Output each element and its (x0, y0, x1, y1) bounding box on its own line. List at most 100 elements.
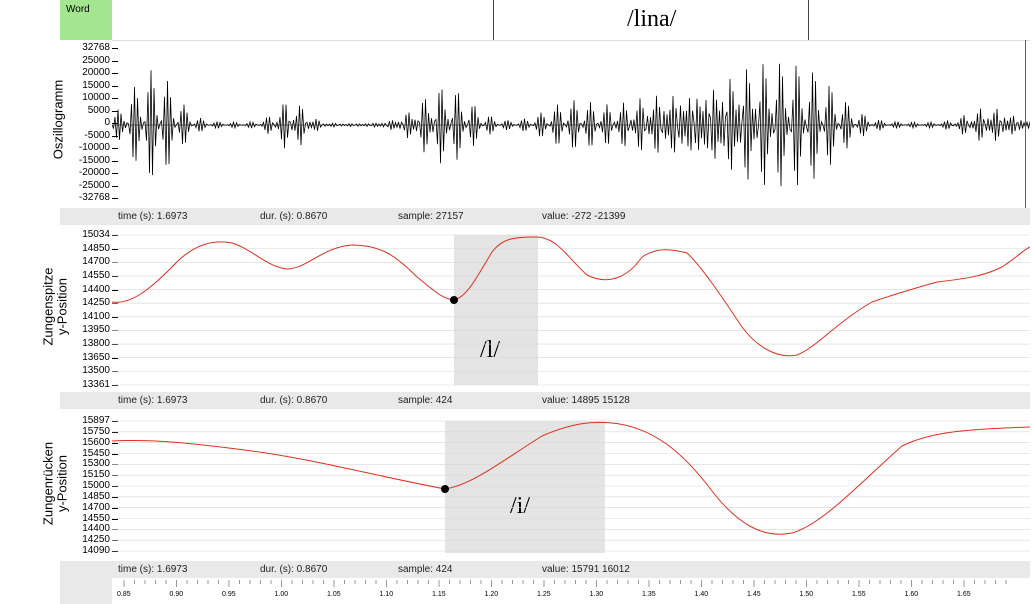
tongue-tip-trace (112, 236, 1030, 357)
time-tick-label: 1.00 (274, 591, 289, 598)
y-tick-mark (112, 73, 118, 74)
y-tick-label: 14250 (82, 297, 110, 309)
info-dur: dur. (s): 0.8670 (260, 564, 328, 575)
y-tick-label: 15600 (82, 436, 110, 448)
info-value: value: 14895 15128 (542, 395, 630, 406)
time-tick-label: 1.50 (799, 591, 814, 598)
time-tick-label: 1.60 (904, 591, 919, 598)
y-tick-mark (112, 148, 118, 149)
y-tick-label: 15300 (82, 458, 110, 470)
oscillogram-panel: Oszillogramm 32768 25000 20000 15000 10000 50… (0, 40, 1032, 208)
y-tick-mark (112, 173, 118, 174)
time-tick-label: 1.25 (537, 591, 551, 598)
y-tick-label: -20000 (78, 167, 110, 178)
y-tick-mark (112, 135, 118, 137)
tier-gap (0, 0, 60, 40)
y-tick-mark (112, 496, 118, 498)
y-tick-mark (112, 98, 118, 99)
y-tick-label: 14400 (82, 523, 110, 535)
segment-highlight-i[interactable] (445, 421, 605, 553)
y-tick-label: 0 (104, 117, 110, 128)
info-dur: dur. (s): 0.8670 (260, 395, 328, 406)
tongue-back-plot[interactable] (112, 411, 1030, 561)
y-tick-label: -25000 (78, 179, 110, 191)
time-tick-label: 0.95 (222, 591, 236, 598)
y-tick-mark (112, 442, 118, 444)
tier-label-word[interactable]: Word (60, 0, 112, 40)
segment-label-i: /i/ (510, 493, 531, 519)
y-tick-label: -32768 (78, 192, 110, 203)
y-tick-label: 14100 (82, 310, 110, 322)
y-tick-label: 14090 (82, 545, 110, 556)
segment-label-l: /l/ (480, 337, 501, 363)
y-tick-mark (112, 344, 118, 346)
y-tick-mark (112, 385, 118, 386)
info-bar-back: time (s): 1.6973 dur. (s): 0.8670 sample… (112, 561, 1030, 578)
y-tick-label: 14400 (82, 283, 110, 295)
y-tick-mark (112, 262, 118, 264)
y-tick-label: 14850 (82, 490, 110, 502)
time-tick-label: 0.85 (117, 591, 131, 598)
tongue-back-panel: Zungenrücken y-Position 15897 15750 15600 1… (0, 411, 1032, 561)
y-tick-mark (112, 85, 118, 87)
segment-boundary-right[interactable] (808, 0, 809, 40)
y-tick-mark (112, 48, 118, 49)
y-tick-label: 25000 (82, 54, 110, 66)
axis-gutter (60, 578, 112, 604)
y-tick-mark (112, 486, 118, 487)
cursor-line[interactable] (1025, 40, 1026, 208)
tongue-back-marker[interactable] (441, 485, 449, 493)
info-gutter (60, 561, 112, 578)
time-axis[interactable]: 0.85 0.90 0.95 1.00 1.05 1.10 1.15 1.20 1.25 1.30… (112, 578, 1030, 604)
time-tick-label: 1.45 (747, 591, 761, 598)
info-gutter (60, 208, 112, 225)
info-gutter (60, 392, 112, 409)
y-tick-mark (112, 160, 118, 162)
info-time: time (s): 1.6973 (118, 211, 188, 222)
segment-highlight-l[interactable] (454, 235, 538, 385)
y-tick-mark (112, 248, 118, 250)
word-tier[interactable]: /lina/ (112, 0, 1030, 41)
tongue-tip-plot[interactable] (112, 227, 1030, 392)
y-tick-mark (112, 330, 118, 332)
y-tick-mark (112, 507, 118, 509)
time-tick-label: 1.55 (852, 591, 866, 598)
info-dur: dur. (s): 0.8670 (260, 211, 328, 222)
y-tick-mark (112, 123, 118, 124)
y-tick-label: 32768 (82, 42, 110, 53)
y-tick-label: 13500 (82, 365, 110, 377)
y-tick-mark (112, 198, 118, 199)
time-tick-label: 1.35 (642, 591, 656, 598)
oscillogram-plot[interactable] (112, 40, 1030, 208)
y-tick-mark (112, 464, 118, 466)
y-tick-label: 15034 (82, 229, 110, 240)
y-tick-label: 10000 (82, 92, 110, 103)
segment-boundary-left[interactable] (493, 0, 494, 40)
y-tick-mark (112, 60, 118, 62)
y-tick-label: 13800 (82, 338, 110, 350)
info-sample: sample: 424 (398, 564, 453, 575)
y-tick-mark (112, 551, 118, 552)
y-tick-mark (112, 357, 118, 359)
time-tick-label: 1.15 (432, 591, 446, 598)
segment-label-lina: /lina/ (627, 6, 677, 32)
tongue-tip-marker[interactable] (450, 296, 458, 304)
y-tick-label: 14700 (82, 256, 110, 268)
info-value: value: -272 -21399 (542, 211, 626, 222)
time-tick-label: 0.90 (169, 591, 184, 598)
info-time: time (s): 1.6973 (118, 395, 188, 406)
tongue-tip-panel: Zungenspitze y-Position 15034 14850 14700 1… (0, 227, 1032, 392)
y-tick-label: 5000 (87, 104, 110, 116)
y-tick-label: -15000 (78, 154, 110, 166)
time-tick-label: 1.10 (379, 591, 394, 598)
y-tick-mark (112, 421, 118, 422)
y-tick-mark (112, 431, 118, 433)
time-axis-ticks (123, 580, 1007, 587)
y-tick-mark (112, 453, 118, 455)
y-tick-mark (112, 110, 118, 112)
y-tick-label: 14850 (82, 242, 110, 254)
y-tick-label: 15150 (82, 469, 110, 481)
info-value: value: 15791 16012 (542, 564, 630, 575)
y-tick-label: -5000 (84, 129, 110, 141)
y-tick-label: 14700 (82, 501, 110, 513)
